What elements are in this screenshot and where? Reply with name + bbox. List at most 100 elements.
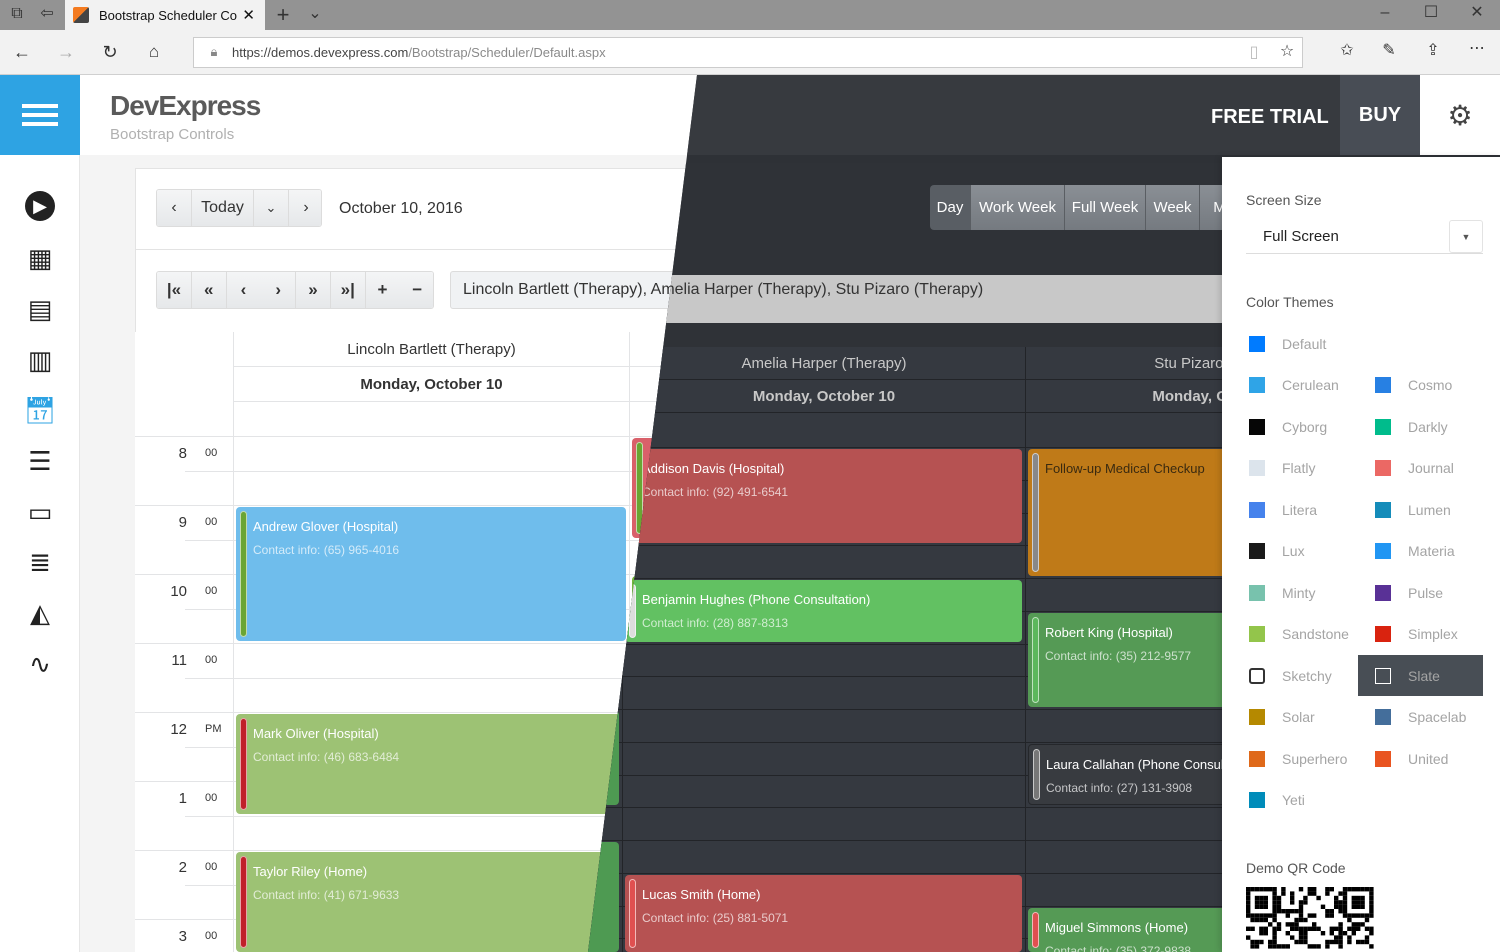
time-cell[interactable] [233,470,629,505]
theme-option-slate[interactable]: Slate [1358,655,1483,696]
gear-icon[interactable]: ⚙ [1420,75,1500,155]
close-window-icon[interactable]: ✕ [1470,4,1484,21]
caret-down-icon[interactable]: ▼ [1449,220,1483,253]
prev-icon[interactable]: ‹ [226,272,262,308]
view-button-week[interactable]: Week [1146,185,1200,230]
favorites-icon[interactable]: ✩ [1340,42,1354,59]
home-icon[interactable]: ⌂ [148,42,160,61]
appointment[interactable]: Lucas Smith (Home) Contact info: (25) 881… [625,874,1022,952]
minus-icon[interactable]: − [400,272,433,308]
theme-option-default[interactable]: Default [1246,323,1371,364]
all-day-cell[interactable] [622,413,1025,447]
fast-forward-icon[interactable]: » [296,272,331,308]
time-cell[interactable] [622,872,1025,906]
time-cell[interactable] [622,709,1025,742]
url-input[interactable]: 🔒︎ https://demos.devexpress.com/Bootstra… [193,37,1303,68]
theme-option-lux[interactable]: Lux [1246,531,1371,572]
theme-option-flatly[interactable]: Flatly [1246,448,1371,489]
theme-option-sketchy[interactable]: Sketchy [1246,655,1371,696]
last-icon[interactable]: »| [330,272,366,308]
plus-icon[interactable]: + [365,272,401,308]
theme-option-litera[interactable]: Litera [1246,489,1371,530]
back-icon[interactable]: ← [13,42,31,62]
refresh-icon[interactable]: ↻ [102,42,118,62]
theme-option-yeti[interactable]: Yeti [1246,780,1371,821]
brand-logo[interactable]: DevExpress [110,90,261,121]
time-cell[interactable] [622,774,1025,808]
grid-icon[interactable]: ▦ [27,243,53,274]
new-tab-icon[interactable]: + [276,2,290,27]
view-button-work-week[interactable]: Work Week [971,185,1065,230]
time-cell[interactable] [233,436,629,471]
first-icon[interactable]: |« [157,272,192,308]
time-cell[interactable] [622,545,1025,578]
time-cell[interactable] [588,840,622,873]
next-icon[interactable]: › [261,272,297,308]
theme-option-solar[interactable]: Solar [1246,697,1371,738]
play-icon[interactable]: ▶ [25,191,55,221]
theme-option-simplex[interactable]: Simplex [1358,614,1483,655]
reading-view-icon[interactable]: ▯ [1249,44,1259,61]
screen-size-select[interactable]: Full Screen ▼ [1246,220,1483,254]
monitor-icon[interactable]: ▭ [27,496,53,527]
theme-option-sandstone[interactable]: Sandstone [1246,614,1371,655]
all-day-cell[interactable] [233,402,629,436]
appointment[interactable]: Mark Oliver (Hospital) Contact info: (46)… [236,714,626,814]
calendar-clock-icon[interactable]: 📅︎ [23,395,57,426]
minimize-icon[interactable]: – [1380,4,1390,21]
close-tab-icon[interactable]: ✕ [242,7,255,24]
time-cell[interactable] [233,643,629,678]
time-cell[interactable] [233,505,629,540]
theme-option-minty[interactable]: Minty [1246,572,1371,613]
prev-button[interactable]: ‹ [157,190,192,226]
theme-option-cosmo[interactable]: Cosmo [1358,365,1483,406]
view-button-day[interactable]: Day [930,185,971,230]
forward-icon[interactable]: → [57,42,75,62]
more-icon[interactable]: ⋯ [1469,40,1485,57]
maximize-icon[interactable]: ☐ [1423,4,1439,21]
theme-option-journal[interactable]: Journal [1358,448,1483,489]
time-cell[interactable] [233,712,629,747]
today-button[interactable]: Today [192,190,254,226]
theme-option-united[interactable]: United [1358,738,1483,779]
hamburger-menu-button[interactable] [0,75,80,155]
theme-option-darkly[interactable]: Darkly [1358,406,1483,447]
star-icon[interactable]: ☆ [1279,43,1295,60]
resource-selector[interactable]: Lincoln Bartlett (Therapy), Amelia Harpe… [463,281,984,298]
chevron-down-icon[interactable]: ⌄ [254,190,289,226]
pulse-icon[interactable]: ∿ [29,648,51,679]
theme-option-spacelab[interactable]: Spacelab [1358,697,1483,738]
appointment[interactable]: Benjamin Hughes (Phone Consultation) Cont… [625,580,1022,642]
share-icon[interactable]: ⇪ [1426,42,1440,59]
theme-option-materia[interactable]: Materia [1358,531,1483,572]
theme-option-pulse[interactable]: Pulse [1358,572,1483,613]
theme-option-cerulean[interactable]: Cerulean [1246,365,1371,406]
time-cell[interactable] [622,741,1025,775]
all-day-cell[interactable] [629,402,1025,436]
layers-icon[interactable]: ≣ [29,547,51,578]
bar-chart-icon[interactable]: ▥ [27,344,53,375]
time-cell[interactable] [233,850,629,885]
dashboard-icon[interactable]: ▤ [27,293,53,324]
all-day-cell[interactable] [1025,413,1421,447]
browser-tab[interactable]: Bootstrap Scheduler Co ✕ [65,0,265,30]
area-chart-icon[interactable]: ◭ [30,598,50,629]
list-icon[interactable]: ☰ [28,446,52,476]
view-button-full-week[interactable]: Full Week [1065,185,1146,230]
time-cell[interactable] [233,815,629,850]
buy-button[interactable]: BUY [1340,75,1420,155]
time-cell[interactable] [622,676,1025,709]
time-cell[interactable] [233,677,629,712]
appointment[interactable]: Taylor Riley (Home) Contact info: (41) 67… [236,852,626,952]
set-aside-tabs-icon[interactable]: ⇦ [40,5,54,22]
next-button[interactable]: › [289,190,321,226]
theme-option-lumen[interactable]: Lumen [1358,489,1483,530]
theme-option-superhero[interactable]: Superhero [1246,738,1371,779]
appointment[interactable]: Addison Davis (Hospital) Contact info: (9… [625,449,1022,544]
tab-list-icon[interactable]: ⧉ [11,5,23,22]
chevron-down-icon[interactable]: ⌄ [308,5,322,22]
appointment[interactable]: Andrew Glover (Hospital) Contact info: (6… [236,507,626,641]
theme-option-cyborg[interactable]: Cyborg [1246,406,1371,447]
time-cell[interactable] [622,840,1025,873]
time-cell[interactable] [622,643,1025,677]
